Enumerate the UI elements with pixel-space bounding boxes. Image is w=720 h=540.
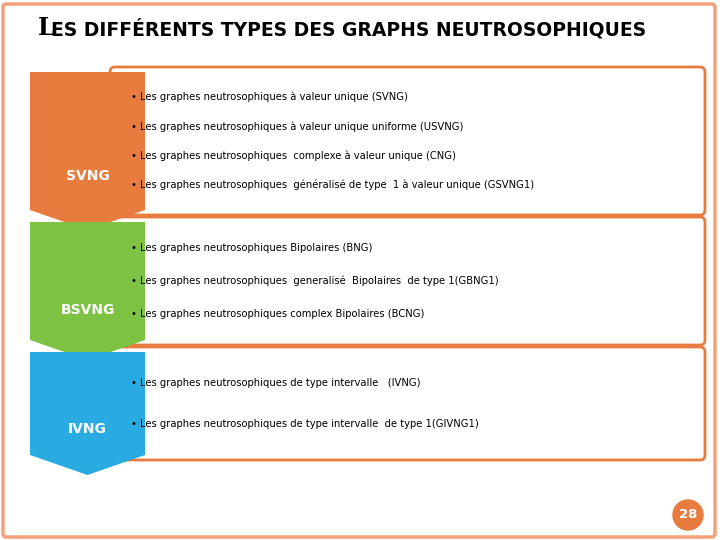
Text: • Les graphes neutrosophiques de type intervalle  de type 1(GIVNG1): • Les graphes neutrosophiques de type in… xyxy=(131,419,479,429)
Polygon shape xyxy=(30,72,145,230)
Text: • Les graphes neutrosophiques complex Bipolaires (BCNG): • Les graphes neutrosophiques complex Bi… xyxy=(131,309,424,319)
Text: BSVNG: BSVNG xyxy=(60,303,114,318)
FancyBboxPatch shape xyxy=(3,4,715,537)
Text: SVNG: SVNG xyxy=(66,168,109,183)
Text: L: L xyxy=(38,16,55,40)
Text: ES DIFFÉRENTS TYPES DES GRAPHS NEUTROSOPHIQUES: ES DIFFÉRENTS TYPES DES GRAPHS NEUTROSOP… xyxy=(51,19,646,40)
Text: • Les graphes neutrosophiques de type intervalle   (IVNG): • Les graphes neutrosophiques de type in… xyxy=(131,378,420,388)
Text: 28: 28 xyxy=(679,509,697,522)
Polygon shape xyxy=(30,222,145,360)
Text: • Les graphes neutrosophiques Bipolaires (BNG): • Les graphes neutrosophiques Bipolaires… xyxy=(131,244,372,253)
FancyBboxPatch shape xyxy=(110,217,705,345)
Circle shape xyxy=(673,500,703,530)
Text: • Les graphes neutrosophiques à valeur unique uniforme (USVNG): • Les graphes neutrosophiques à valeur u… xyxy=(131,121,464,132)
Text: • Les graphes neutrosophiques  complexe à valeur unique (CNG): • Les graphes neutrosophiques complexe à… xyxy=(131,151,456,161)
Polygon shape xyxy=(30,352,145,475)
FancyBboxPatch shape xyxy=(110,347,705,460)
Text: IVNG: IVNG xyxy=(68,422,107,436)
FancyBboxPatch shape xyxy=(110,67,705,215)
Text: • Les graphes neutrosophiques  généralisé de type  1 à valeur unique (GSVNG1): • Les graphes neutrosophiques généralisé… xyxy=(131,180,534,191)
Text: • Les graphes neutrosophiques  generalisé  Bipolaires  de type 1(GBNG1): • Les graphes neutrosophiques generalisé… xyxy=(131,276,499,286)
Text: • Les graphes neutrosophiques à valeur unique (SVNG): • Les graphes neutrosophiques à valeur u… xyxy=(131,91,408,102)
